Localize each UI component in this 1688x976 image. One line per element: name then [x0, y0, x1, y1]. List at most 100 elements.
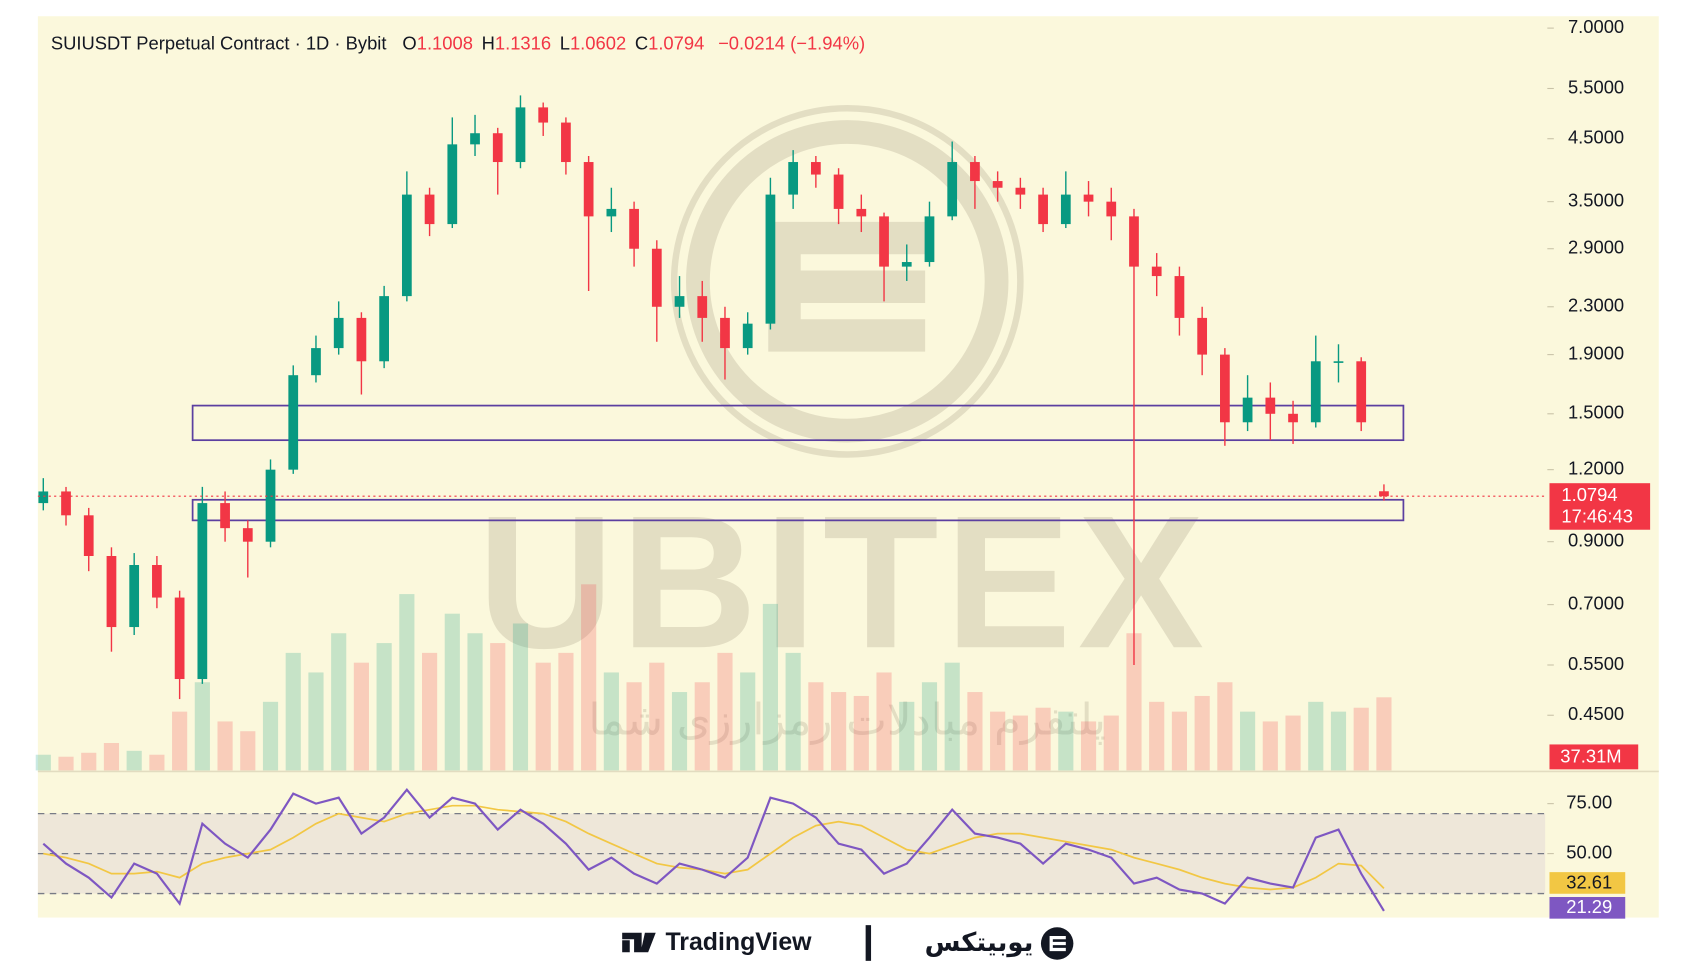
candle-body: [970, 162, 980, 182]
candle-body: [901, 262, 912, 267]
candle-body: [1151, 266, 1162, 277]
candle-body: [311, 348, 321, 376]
y-tick-label: 2.3000: [1568, 295, 1624, 316]
volume-bar: [308, 672, 324, 771]
volume-bar: [1217, 682, 1233, 771]
watermark-tagline: پلتفرم مبادلات رمزارزی شما: [589, 695, 1106, 745]
plot-layer: 7.0000 5.5000 4.5000 3.5000 2.9000 2.3000 1.90…: [35, 16, 1651, 919]
y-tick-label: 2.9000: [1568, 237, 1624, 258]
volume-bar: [626, 682, 642, 771]
header: SUIUSDT Perpetual Contract · 1D · Bybit …: [51, 32, 865, 53]
y-tick-label: 3.5000: [1568, 190, 1624, 211]
candle-body: [1242, 397, 1253, 423]
candle-body: [288, 375, 299, 470]
volume-bar: [694, 682, 710, 771]
volume-bar: [467, 633, 483, 771]
candle-body: [1333, 361, 1344, 363]
ohlc-key: O: [402, 32, 416, 53]
ohlc: O1.1008 H1.1316 L1.0602 C1.0794: [402, 32, 704, 53]
volume-bar: [240, 731, 256, 771]
volume-bar: [331, 633, 347, 771]
candle-body: [447, 144, 458, 225]
volume-bar: [422, 652, 438, 771]
candle-body: [1083, 194, 1094, 202]
candle-body: [720, 317, 730, 349]
volume-bar: [1035, 707, 1051, 771]
volume-bar: [58, 756, 74, 771]
volume-bar: [1194, 695, 1210, 771]
volume-bar: [103, 742, 120, 771]
candle-body: [220, 503, 230, 529]
candle-body: [401, 194, 412, 297]
volume-bar: [1080, 721, 1097, 771]
footer: TradingView یوبیتکس: [622, 925, 1074, 961]
volume-bar: [990, 711, 1006, 771]
volume-bar: [81, 752, 97, 771]
candle-body: [538, 107, 549, 123]
price-zone: [191, 498, 1405, 522]
volume-bar: [1012, 715, 1028, 771]
watermark: UBITEX پلتفرم مبادلات رمزارزی شما: [477, 104, 1204, 745]
last-price-label: 1.0794: [1561, 484, 1617, 505]
candle-body: [1174, 276, 1185, 318]
footer-divider: [865, 925, 872, 961]
candle-body: [629, 208, 639, 249]
volume-bar: [1308, 701, 1324, 771]
candle-body: [924, 216, 935, 263]
candle-body: [561, 122, 571, 163]
candle-body: [106, 556, 117, 628]
y-tick-label: 0.4500: [1568, 703, 1624, 724]
volume-bar: [831, 692, 847, 771]
volume-bar: [1171, 711, 1188, 771]
ohlc-key: H: [482, 32, 495, 53]
candle-body: [833, 174, 844, 209]
volume-bar: [217, 721, 233, 771]
volume-bar: [194, 682, 210, 771]
candle-body: [61, 491, 71, 516]
volume-bar: [808, 682, 824, 771]
volume-bar: [944, 662, 960, 771]
ohlc-key: L: [560, 32, 570, 53]
ohlc-value: 1.0794: [648, 32, 704, 53]
volume-bar: [376, 643, 392, 771]
volume-bar: [172, 711, 188, 771]
candle-body: [651, 248, 662, 307]
y-tick-label: 0.9000: [1568, 530, 1624, 551]
volume-bar: [149, 754, 165, 771]
countdown-label: 17:46:43: [1561, 506, 1633, 527]
candle-body: [174, 597, 185, 680]
volume-bar: [1376, 697, 1392, 771]
volume-bar: [899, 701, 915, 771]
volume-bar: [1353, 707, 1369, 771]
y-tick-label: 4.5000: [1568, 127, 1624, 148]
candle-body: [1060, 194, 1071, 225]
candle-body: [83, 515, 94, 557]
candle-body: [606, 208, 617, 217]
candle-body: [947, 162, 958, 217]
tradingview-text: TradingView: [665, 928, 812, 956]
y-tick-label: 7.0000: [1568, 16, 1624, 37]
candle-body: [38, 491, 49, 504]
volume-bar: [1330, 711, 1347, 771]
y-tick-label: 0.5500: [1568, 653, 1624, 674]
rsi-value-box: [1549, 897, 1626, 919]
candle-body: [424, 194, 435, 225]
y-tick-label: 1.5000: [1568, 402, 1624, 423]
y-tick-label: 0.7000: [1568, 592, 1624, 613]
watermark-logo: [768, 221, 926, 352]
rsi-value-label: 32.61: [1566, 871, 1612, 892]
volume-bar: [1240, 711, 1256, 771]
volume-bar: [853, 695, 869, 771]
rsi-line: [42, 787, 1385, 912]
candle-body: [788, 162, 799, 195]
candle-body: [333, 317, 344, 349]
candle-body: [674, 296, 685, 307]
candle-body: [1310, 361, 1321, 423]
ohlc-value: 1.1008: [417, 32, 473, 53]
candle-body: [265, 469, 276, 542]
candle-body: [1288, 413, 1298, 423]
volume-bar: [535, 662, 551, 771]
volume-bar: [649, 662, 665, 771]
ohlc-key: C: [635, 32, 648, 53]
